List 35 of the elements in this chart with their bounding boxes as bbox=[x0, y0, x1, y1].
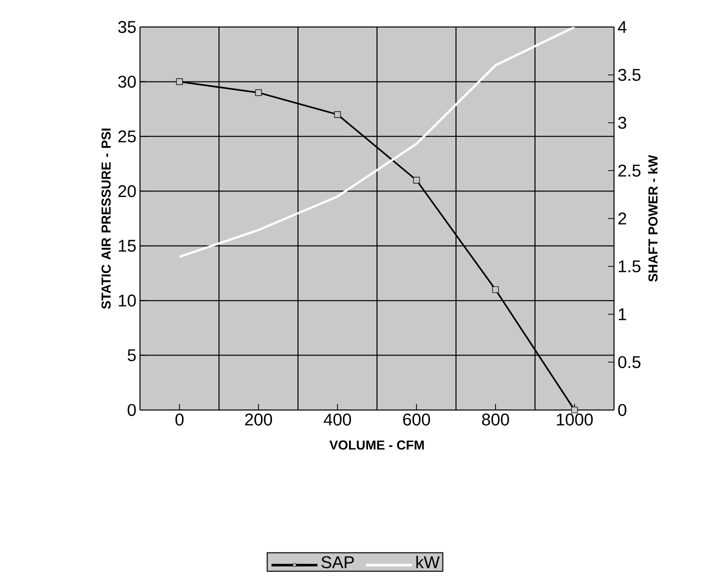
y-tick-label: 20 bbox=[118, 185, 136, 198]
y-tick-label: 10 bbox=[118, 294, 136, 307]
y2-tick-label: 1.5 bbox=[618, 260, 640, 272]
legend-label: SAP bbox=[321, 556, 354, 568]
x-tick-label: 400 bbox=[324, 414, 352, 426]
y-tick-label: 0 bbox=[128, 404, 136, 416]
x-tick-label: 1000 bbox=[556, 414, 593, 426]
y-tick-label: 25 bbox=[118, 130, 136, 142]
point bbox=[571, 406, 578, 414]
legend-label: kW bbox=[416, 556, 440, 568]
x-tick-label: 600 bbox=[403, 414, 430, 426]
y-tick-label: 15 bbox=[118, 240, 136, 252]
x-axis-title: VOLUME - CFM bbox=[329, 440, 424, 450]
x-tick-label: 200 bbox=[245, 414, 272, 426]
point bbox=[176, 78, 183, 86]
y-tick-label: 30 bbox=[118, 76, 136, 88]
line-series bbox=[178, 27, 576, 258]
point bbox=[255, 89, 262, 96]
y2-tick-label: 4 bbox=[618, 21, 626, 33]
point bbox=[492, 286, 499, 293]
y-tick-label: 35 bbox=[118, 20, 136, 34]
x-tick-label: 800 bbox=[482, 414, 510, 426]
point bbox=[334, 111, 341, 118]
y2-tick-label: 2.5 bbox=[618, 164, 640, 177]
y-tick-label: 5 bbox=[128, 349, 136, 362]
y2-tick-label: 0.5 bbox=[618, 356, 640, 368]
y2-axis-title: SHAFT POWER - kW bbox=[648, 154, 658, 282]
y2-tick-label: 3.5 bbox=[618, 68, 640, 81]
y-axis-title: STATIC AIR PRESSURE - PSI bbox=[101, 128, 111, 309]
point bbox=[413, 176, 420, 184]
y2-tick-label: 2 bbox=[618, 212, 626, 224]
y2-tick-label: 3 bbox=[618, 116, 626, 129]
y2-tick-label: 0 bbox=[618, 404, 626, 416]
x-tick-label: 0 bbox=[175, 414, 184, 426]
y2-tick-label: 1 bbox=[618, 308, 626, 320]
